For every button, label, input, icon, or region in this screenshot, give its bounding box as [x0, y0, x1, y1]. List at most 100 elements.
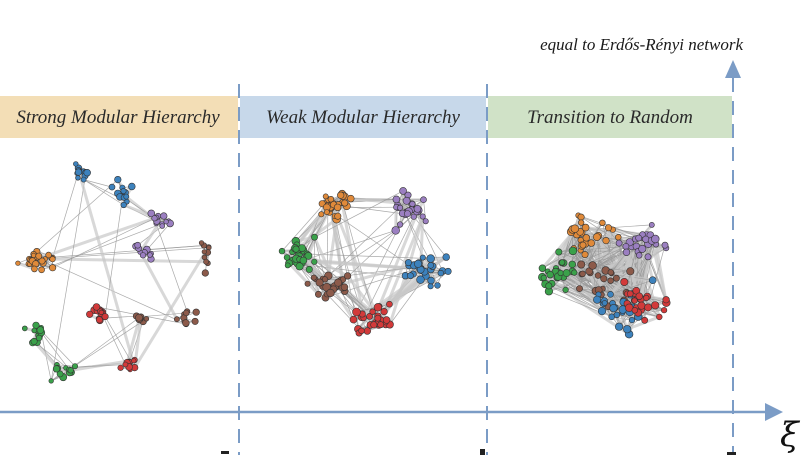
network-node: [173, 316, 180, 323]
network-node: [326, 288, 335, 298]
network-node: [568, 260, 576, 269]
network-node: [419, 254, 426, 261]
network-edge: [69, 318, 147, 370]
network-edges: [17, 163, 210, 382]
erdos-renyi-note: equal to Erdős-Rényi network: [540, 35, 743, 54]
network-node: [310, 274, 317, 281]
network-node: [192, 308, 200, 316]
bottom-ticks: [221, 449, 736, 455]
network-node: [340, 283, 349, 291]
network-node: [337, 191, 345, 199]
network-node: [607, 290, 614, 298]
network-node: [108, 183, 116, 191]
network-node: [570, 224, 580, 233]
network-edge: [579, 275, 599, 289]
network-node: [557, 269, 564, 277]
network-node: [30, 252, 37, 258]
network-node: [72, 363, 79, 370]
network-node: [131, 358, 137, 364]
network-node: [404, 259, 412, 267]
network-edge: [635, 238, 656, 291]
network-node: [579, 241, 587, 249]
network-node: [369, 308, 376, 315]
network-node: [613, 274, 620, 282]
network-edge: [133, 246, 210, 369]
band-strong-modular: [0, 96, 238, 138]
network-node: [86, 310, 94, 318]
network-edge: [363, 208, 418, 319]
network-node: [36, 326, 45, 334]
network-edge: [125, 318, 141, 364]
network-node: [322, 193, 329, 200]
network-node: [631, 297, 638, 304]
network-node: [546, 271, 554, 279]
network-node: [295, 262, 304, 271]
network-node: [600, 275, 608, 283]
network-node: [377, 321, 385, 329]
network-edge: [100, 312, 126, 365]
network-edge: [83, 179, 113, 188]
network-edge: [542, 237, 587, 269]
network-edge: [52, 217, 155, 269]
network-node: [414, 259, 423, 268]
network-node: [373, 303, 383, 312]
band-transition-random: [488, 96, 732, 138]
network-node: [545, 282, 553, 290]
network-node: [594, 272, 602, 279]
network-edge: [83, 179, 124, 206]
network-edge: [281, 203, 325, 252]
network-node: [347, 194, 355, 203]
network-node: [579, 270, 586, 277]
network-node: [382, 316, 391, 324]
network-node: [648, 221, 655, 228]
network-nodes: [15, 161, 212, 384]
network-edge: [76, 169, 137, 369]
network-node: [134, 241, 141, 249]
network-node: [599, 219, 606, 227]
tick-mark-2: [480, 449, 485, 455]
network-node: [637, 301, 646, 310]
random-transition-network: [538, 212, 671, 339]
network-node: [31, 327, 38, 334]
network-node: [562, 269, 571, 277]
network-node: [344, 272, 352, 280]
network-node: [98, 309, 104, 316]
network-edge: [328, 261, 420, 290]
network-edge: [612, 229, 636, 240]
network-edges: [281, 190, 449, 334]
network-node: [626, 290, 634, 298]
network-node: [626, 267, 635, 276]
network-edge: [332, 288, 355, 321]
band-weak-modular: [240, 96, 486, 138]
network-node: [48, 378, 54, 384]
network-node: [651, 234, 660, 244]
network-node: [593, 295, 602, 304]
network-node: [641, 316, 649, 324]
network-node: [358, 327, 365, 334]
network-edge: [146, 245, 204, 250]
network-node: [648, 276, 657, 285]
region-bands: Strong Modular Hierarchy Weak Modular Hi…: [0, 96, 732, 138]
network-node: [578, 219, 585, 226]
network-node: [644, 253, 652, 261]
strong-modular-network: [15, 161, 212, 384]
network-node: [613, 311, 621, 318]
network-node: [607, 269, 614, 276]
network-node: [366, 312, 373, 320]
network-edge: [69, 317, 140, 370]
network-node: [562, 286, 569, 294]
network-node: [588, 261, 597, 270]
network-edge: [32, 340, 59, 370]
network-node: [159, 223, 165, 229]
network-edge: [36, 179, 119, 252]
network-node: [349, 315, 358, 324]
network-node: [656, 313, 663, 321]
network-node: [622, 242, 630, 250]
network-node: [305, 265, 313, 273]
network-nodes: [278, 187, 452, 337]
network-node: [35, 334, 43, 342]
network-node: [410, 213, 417, 220]
network-node: [409, 200, 416, 208]
network-node: [101, 313, 109, 321]
network-node: [120, 188, 127, 195]
